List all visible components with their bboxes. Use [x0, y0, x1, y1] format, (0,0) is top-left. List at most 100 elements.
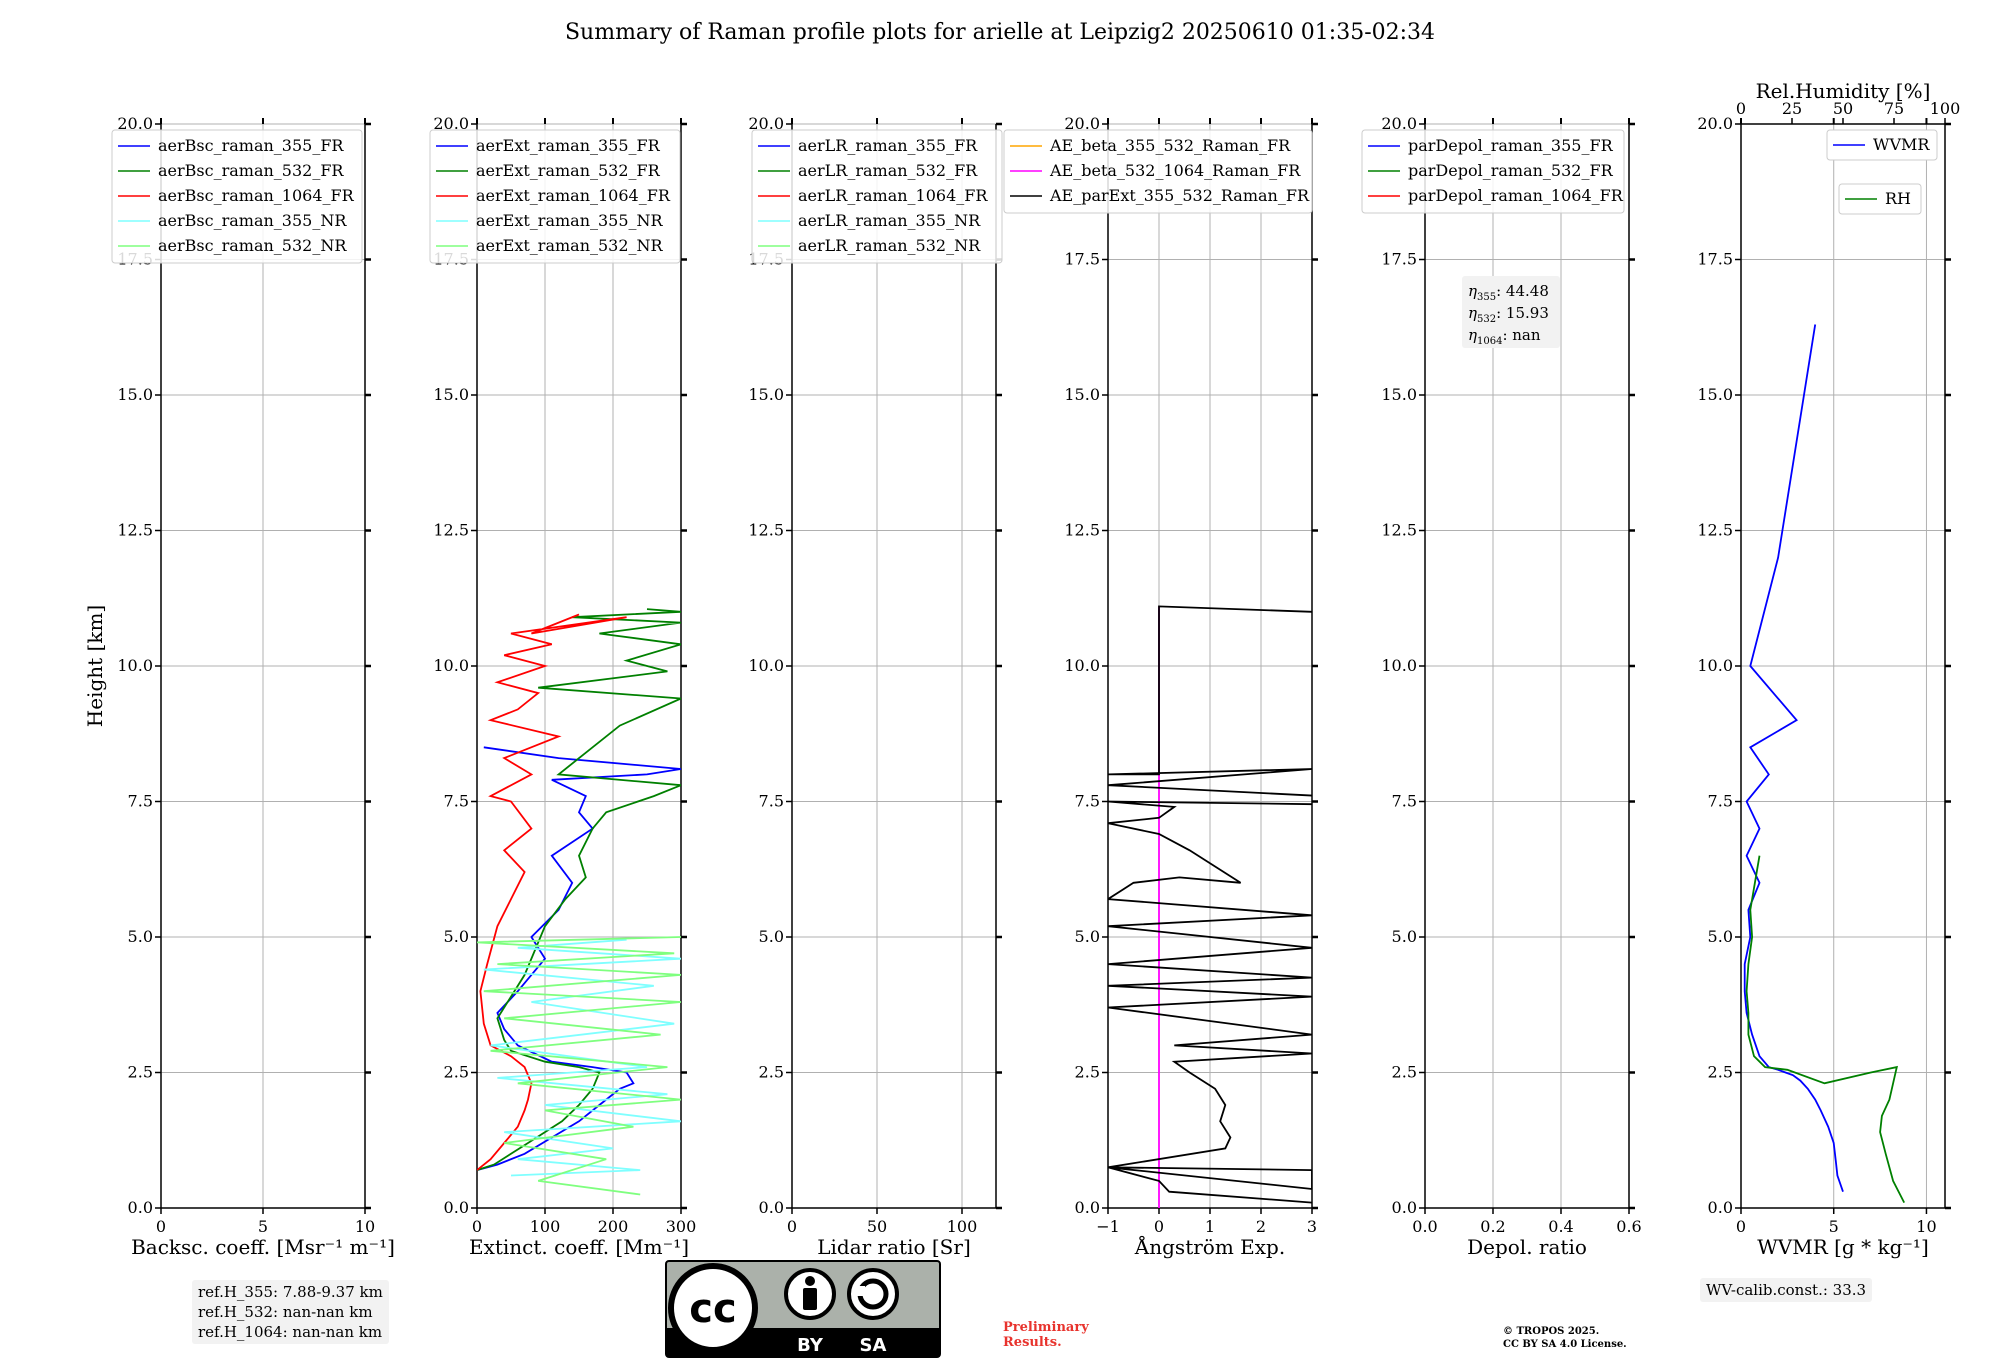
x-tick-label: −1: [1096, 1217, 1120, 1236]
y-tick-label: 2.5: [1392, 1063, 1417, 1082]
y-tick-label: 12.5: [1064, 521, 1100, 540]
y-tick-label: 2.5: [128, 1063, 153, 1082]
series-aerExt_raman_532_FR: [477, 608, 681, 1171]
y-tick-label: 17.5: [1381, 250, 1417, 269]
legend-wvmr: WVMR: [1826, 129, 1938, 161]
y-tick-label: 0.0: [1392, 1198, 1417, 1217]
x-tick-label: 0.4: [1548, 1217, 1573, 1236]
series-group: [477, 608, 681, 1196]
top-tick-label: 25: [1782, 99, 1802, 118]
ref-h-1064: ref.H_1064: nan-nan km: [198, 1323, 383, 1341]
legend-label: parDepol_raman_355_FR: [1408, 136, 1614, 155]
x-axis-label: Backsc. coeff. [Msr⁻¹ m⁻¹]: [131, 1235, 395, 1259]
panel-wv: 0.02.55.07.510.012.515.017.520.00 5 10WVMR…: [1697, 79, 1960, 1259]
legend: aerBsc_raman_355_FR aerBsc_raman_532_FRae…: [111, 129, 363, 264]
x-tick-label: 300: [666, 1217, 697, 1236]
y-tick-label: 12.5: [117, 521, 153, 540]
cc-by-sa-logo: cc BY SA: [665, 1260, 941, 1358]
x-axis-label: WVMR [g * kg⁻¹]: [1757, 1235, 1929, 1259]
legend-frame: [1003, 129, 1313, 214]
y-tick-label: 5.0: [444, 927, 469, 946]
ref-h-355: ref.H_355: 7.88-9.37 km: [198, 1283, 383, 1301]
y-tick-label: 2.5: [759, 1063, 784, 1082]
panel-lr: 0.02.55.07.510.012.515.017.520.0050100Li…: [748, 114, 1003, 1259]
eta-line: η355: 44.48: [1468, 282, 1549, 303]
y-tick-label: 15.0: [1381, 385, 1417, 404]
x-tick-label: 0: [1154, 1217, 1164, 1236]
ref-h-532: ref.H_532: nan-nan km: [198, 1303, 373, 1321]
legend: parDepol_raman_355_FR parDepol_raman_532_…: [1361, 129, 1625, 214]
legend-label: aerBsc_raman_1064_FR: [158, 186, 355, 205]
x-axis-label: Ångström Exp.: [1134, 1234, 1285, 1259]
x-tick-label: 0: [1736, 1217, 1746, 1236]
y-tick-label: 0.0: [759, 1198, 784, 1217]
legend-label: parDepol_raman_532_FR: [1408, 161, 1614, 180]
y-tick-label: 15.0: [433, 385, 469, 404]
legend-frame: [1826, 129, 1938, 161]
legend-label: AE_beta_355_532_Raman_FR: [1049, 136, 1291, 155]
x-axis-label: Depol. ratio: [1467, 1235, 1587, 1259]
y-tick-label: 0.0: [1075, 1198, 1100, 1217]
legend-frame: [429, 129, 681, 264]
y-tick-label: 20.0: [748, 114, 784, 133]
legend-frame: [1838, 183, 1922, 215]
copyright-line-2: CC BY SA 4.0 License.: [1503, 1339, 1627, 1350]
x-tick-label: 0: [472, 1217, 482, 1236]
series-group: [1108, 605, 1312, 1208]
y-tick-label: 7.5: [1708, 792, 1733, 811]
x-tick-label: 3: [1307, 1217, 1317, 1236]
series-RH: [1745, 855, 1906, 1204]
series-aerExt_raman_532_NR: [477, 936, 681, 1196]
legend: aerExt_raman_355_FR aerExt_raman_532_FRae…: [429, 129, 681, 264]
y-tick-label: 7.5: [1392, 792, 1417, 811]
y-tick-label: 7.5: [759, 792, 784, 811]
y-tick-label: 7.5: [1075, 792, 1100, 811]
top-tick-label: 0: [1736, 99, 1746, 118]
panel-ext: 0.02.55.07.510.012.515.017.520.001002003…: [429, 114, 697, 1259]
y-tick-label: 10.0: [1064, 656, 1100, 675]
top-tick-label: 75: [1884, 99, 1904, 118]
y-tick-label: 10.0: [748, 656, 784, 675]
legend-label: aerBsc_raman_355_NR: [158, 211, 347, 230]
y-tick-label: 5.0: [1075, 927, 1100, 946]
legend-rh: RH: [1838, 183, 1922, 215]
y-tick-label: 0.0: [128, 1198, 153, 1217]
legend-label: aerExt_raman_532_FR: [476, 161, 661, 180]
legend-label: aerLR_raman_532_NR: [798, 236, 981, 255]
x-tick-label: 0.0: [1412, 1217, 1437, 1236]
y-tick-label: 20.0: [1697, 114, 1733, 133]
legend-label: aerLR_raman_355_FR: [798, 136, 978, 155]
legend-frame: [1361, 129, 1625, 214]
x-tick-label: 0.6: [1616, 1217, 1641, 1236]
y-tick-label: 12.5: [1697, 521, 1733, 540]
x-tick-label: 5: [258, 1217, 268, 1236]
legend: AE_beta_355_532_Raman_FR AE_beta_532_1064…: [1003, 129, 1313, 214]
panel-depol: 0.0 2.5 5.0 7.5 10.0 12.5 15.0 17.5 20.0 0.0 0.2 0.…: [1361, 114, 1642, 1259]
y-tick-label: 7.5: [128, 792, 153, 811]
y-tick-label: 5.0: [1392, 927, 1417, 946]
x-axis-label: Lidar ratio [Sr]: [817, 1235, 971, 1259]
y-tick-label: 12.5: [1381, 521, 1417, 540]
legend-label: aerExt_raman_1064_FR: [476, 186, 671, 205]
y-tick-label: 15.0: [1064, 385, 1100, 404]
legend-label: RH: [1885, 189, 1911, 208]
x-tick-label: 200: [598, 1217, 629, 1236]
eta-line: η532: 15.93: [1468, 304, 1549, 325]
x-tick-label: 0.2: [1480, 1217, 1505, 1236]
legend-label: WVMR: [1873, 135, 1930, 154]
y-axis-label: Height [km]: [83, 605, 107, 727]
legend-label: aerExt_raman_355_NR: [476, 211, 664, 230]
legend-label: aerLR_raman_355_NR: [798, 211, 981, 230]
figure-title: Summary of Raman profile plots for ariel…: [564, 20, 1436, 45]
y-tick-label: 15.0: [117, 385, 153, 404]
copyright-line-1: © TROPOS 2025.: [1503, 1326, 1600, 1337]
y-tick-label: 20.0: [433, 114, 469, 133]
legend-label: aerBsc_raman_532_NR: [158, 236, 347, 255]
y-tick-label: 10.0: [1697, 656, 1733, 675]
legend-label: aerLR_raman_532_FR: [798, 161, 978, 180]
legend-label: aerBsc_raman_355_FR: [158, 136, 344, 155]
y-tick-label: 12.5: [433, 521, 469, 540]
legend: aerLR_raman_355_FR aerLR_raman_532_FR aerL…: [751, 129, 1003, 264]
badge-by: BY: [797, 1335, 824, 1356]
